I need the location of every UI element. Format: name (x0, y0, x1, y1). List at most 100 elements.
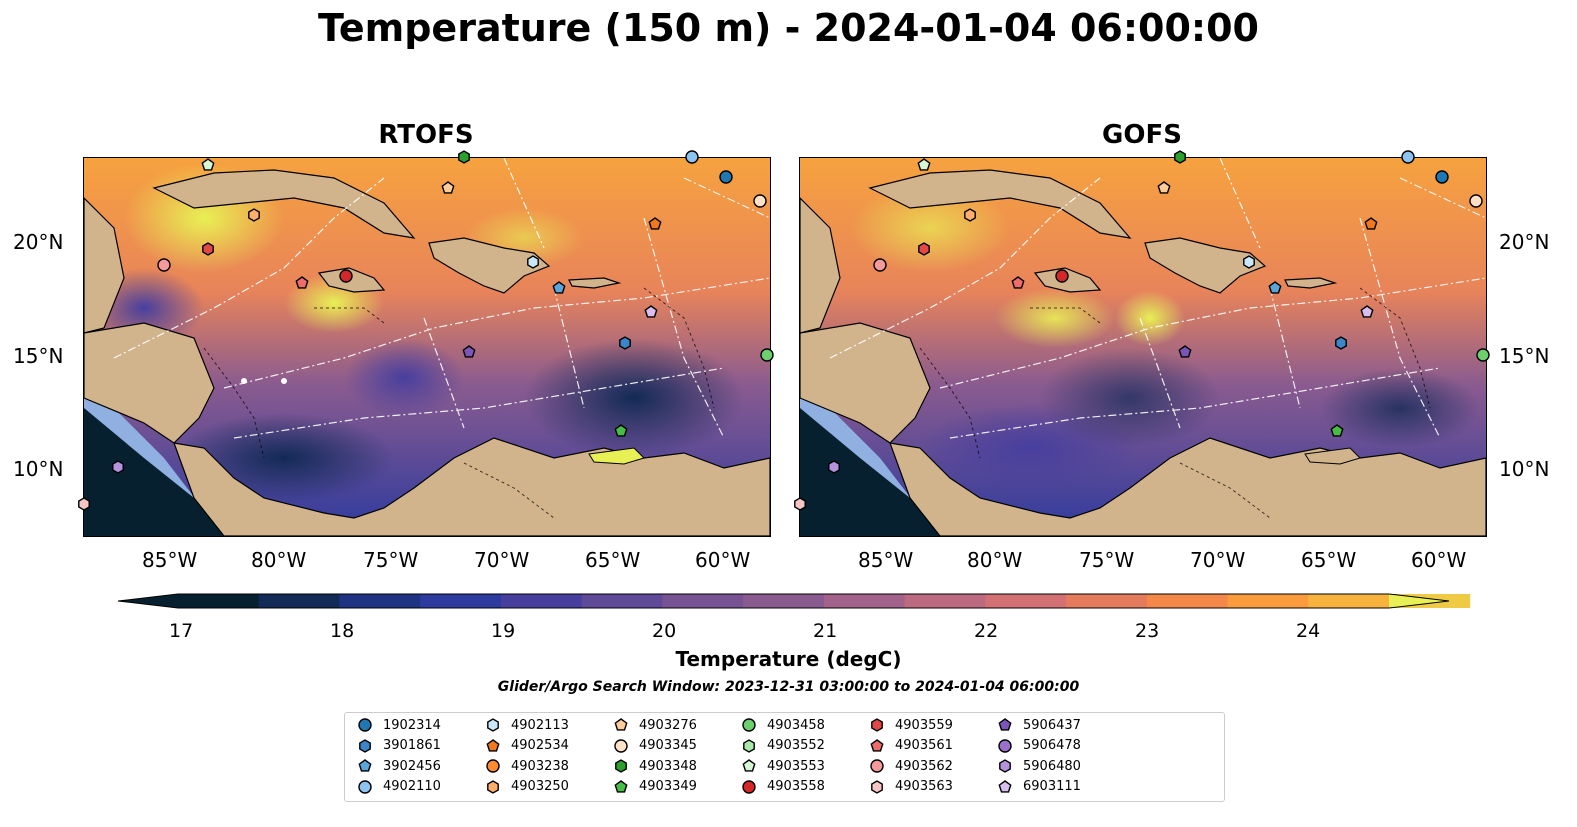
legend-item-4902113: 4902113 (485, 716, 569, 734)
legend-item-4903559: 4903559 (869, 716, 953, 734)
lat-tick-20-right: 20°N (1499, 230, 1550, 254)
legend-marker-hexagon-icon (615, 759, 627, 773)
legend-marker-hexagon-icon (487, 779, 499, 794)
lon-tick-rtofs-80: 80°W (251, 548, 307, 572)
legend-marker-circle-icon (870, 759, 884, 773)
colorbar-tick-20: 20 (652, 620, 677, 642)
search-window-text: Glider/Argo Search Window: 2023-12-31 03… (497, 679, 1080, 695)
colorbar-tick-24: 24 (1296, 620, 1321, 642)
colorbar-bin (1146, 594, 1229, 608)
map-panel-gofs[interactable] (799, 157, 1487, 537)
legend-label: 4903250 (511, 779, 569, 794)
legend-label: 5906480 (1023, 758, 1081, 774)
lat-tick-15-right: 15°N (1499, 344, 1550, 368)
legend-label: 4902534 (511, 738, 569, 753)
colorbar-low-extend (118, 594, 178, 608)
colorbar-bin (1227, 594, 1309, 608)
legend-marker-circle-icon (358, 779, 372, 794)
panel-title-rtofs: RTOFS (378, 120, 474, 150)
legend-label: 4903559 (895, 717, 953, 733)
legend-label: 4903276 (639, 717, 697, 733)
colorbar (117, 593, 1471, 609)
legend-label: 4903348 (639, 758, 697, 774)
lon-tick-gofs-70: 70°W (1190, 548, 1246, 572)
colorbar-bin (581, 594, 663, 608)
colorbar-bin (1066, 594, 1148, 608)
legend-item-4903561: 4903561 (869, 737, 953, 755)
lon-tick-gofs-75: 75°W (1079, 548, 1135, 572)
legend-marker-pentagon-icon (614, 718, 628, 731)
colorbar-bin (662, 594, 744, 608)
legend-item-4903238: 4903238 (485, 757, 569, 775)
legend-marker-pentagon-icon (486, 738, 500, 752)
legend-item-4902110: 4902110 (357, 778, 441, 796)
legend-label: 4903558 (767, 779, 825, 794)
legend-label: 3902456 (383, 758, 441, 774)
legend-item-5906480: 5906480 (997, 757, 1081, 775)
legend-label: 4903563 (895, 779, 953, 794)
legend-item-3902456: 3902456 (357, 757, 441, 775)
colorbar-outline (117, 593, 1450, 609)
legend-label: 1902314 (383, 717, 441, 733)
colorbar-tick-22: 22 (974, 620, 999, 642)
colorbar-label: Temperature (degC) (675, 647, 902, 671)
map-canvas-gofs (800, 158, 1486, 536)
legend-label: 4903562 (895, 758, 953, 774)
lon-tick-gofs-60: 60°W (1411, 548, 1467, 572)
lon-tick-rtofs-75: 75°W (363, 548, 419, 572)
map-panel-rtofs[interactable] (83, 157, 771, 537)
legend-item-4903562: 4903562 (869, 757, 953, 775)
legend-item-4903345: 4903345 (613, 737, 697, 755)
legend-item-5906437: 5906437 (997, 716, 1081, 734)
legend-item-4903458: 4903458 (741, 716, 825, 734)
legend-item-4903558: 4903558 (741, 778, 825, 796)
lon-tick-gofs-80: 80°W (967, 548, 1023, 572)
colorbar-bin (178, 594, 260, 608)
colorbar-bin (743, 594, 825, 608)
legend-marker-hexagon-icon (871, 779, 883, 794)
lat-tick-10-left: 10°N (13, 457, 64, 481)
colorbar-bin (823, 594, 906, 608)
legend-item-4903348: 4903348 (613, 757, 697, 775)
lat-tick-15-left: 15°N (13, 344, 64, 368)
legend-marker-circle-icon (614, 738, 628, 753)
lon-tick-rtofs-65: 65°W (585, 548, 641, 572)
colorbar-tick-17: 17 (169, 620, 194, 642)
legend-item-4903276: 4903276 (613, 716, 697, 734)
legend-label: 4902110 (383, 779, 441, 794)
legend-label: 4903238 (511, 758, 569, 774)
legend-marker-hexagon-icon (743, 738, 755, 753)
legend-marker-circle-icon (998, 738, 1012, 753)
lon-tick-gofs-65: 65°W (1301, 548, 1357, 572)
legend-item-1902314: 1902314 (357, 716, 441, 734)
colorbar-bin (258, 594, 340, 608)
legend-label: 4903552 (767, 738, 825, 753)
legend-item-4903563: 4903563 (869, 778, 953, 796)
legend-item-4903250: 4903250 (485, 778, 569, 796)
legend-marker-pentagon-icon (870, 738, 884, 752)
colorbar-tick-21: 21 (813, 620, 838, 642)
legend-marker-hexagon-icon (999, 759, 1011, 773)
legend-marker-hexagon-icon (359, 738, 371, 753)
legend-marker-circle-icon (742, 718, 756, 732)
legend-item-4903553: 4903553 (741, 757, 825, 775)
legend-label: 3901861 (383, 738, 441, 753)
colorbar-bin (339, 594, 421, 608)
map-canvas-rtofs (84, 158, 770, 536)
legend-marker-circle-icon (358, 718, 372, 732)
colorbar-bin (985, 594, 1067, 608)
lat-tick-10-right: 10°N (1499, 457, 1550, 481)
legend-marker-hexagon-icon (487, 718, 499, 732)
legend-marker-hexagon-icon (871, 718, 883, 732)
legend-item-5906478: 5906478 (997, 737, 1081, 755)
legend-label: 5906478 (1023, 738, 1081, 753)
colorbar-tick-23: 23 (1135, 620, 1160, 642)
legend-marker-circle-icon (742, 779, 756, 794)
legend-label: 6903111 (1023, 779, 1081, 794)
legend-item-4903349: 4903349 (613, 778, 697, 796)
lat-tick-20-left: 20°N (13, 230, 64, 254)
legend-label: 4903345 (639, 738, 697, 753)
legend-label: 4903458 (767, 717, 825, 733)
legend-label: 4903349 (639, 779, 697, 794)
legend-item-6903111: 6903111 (997, 778, 1081, 796)
